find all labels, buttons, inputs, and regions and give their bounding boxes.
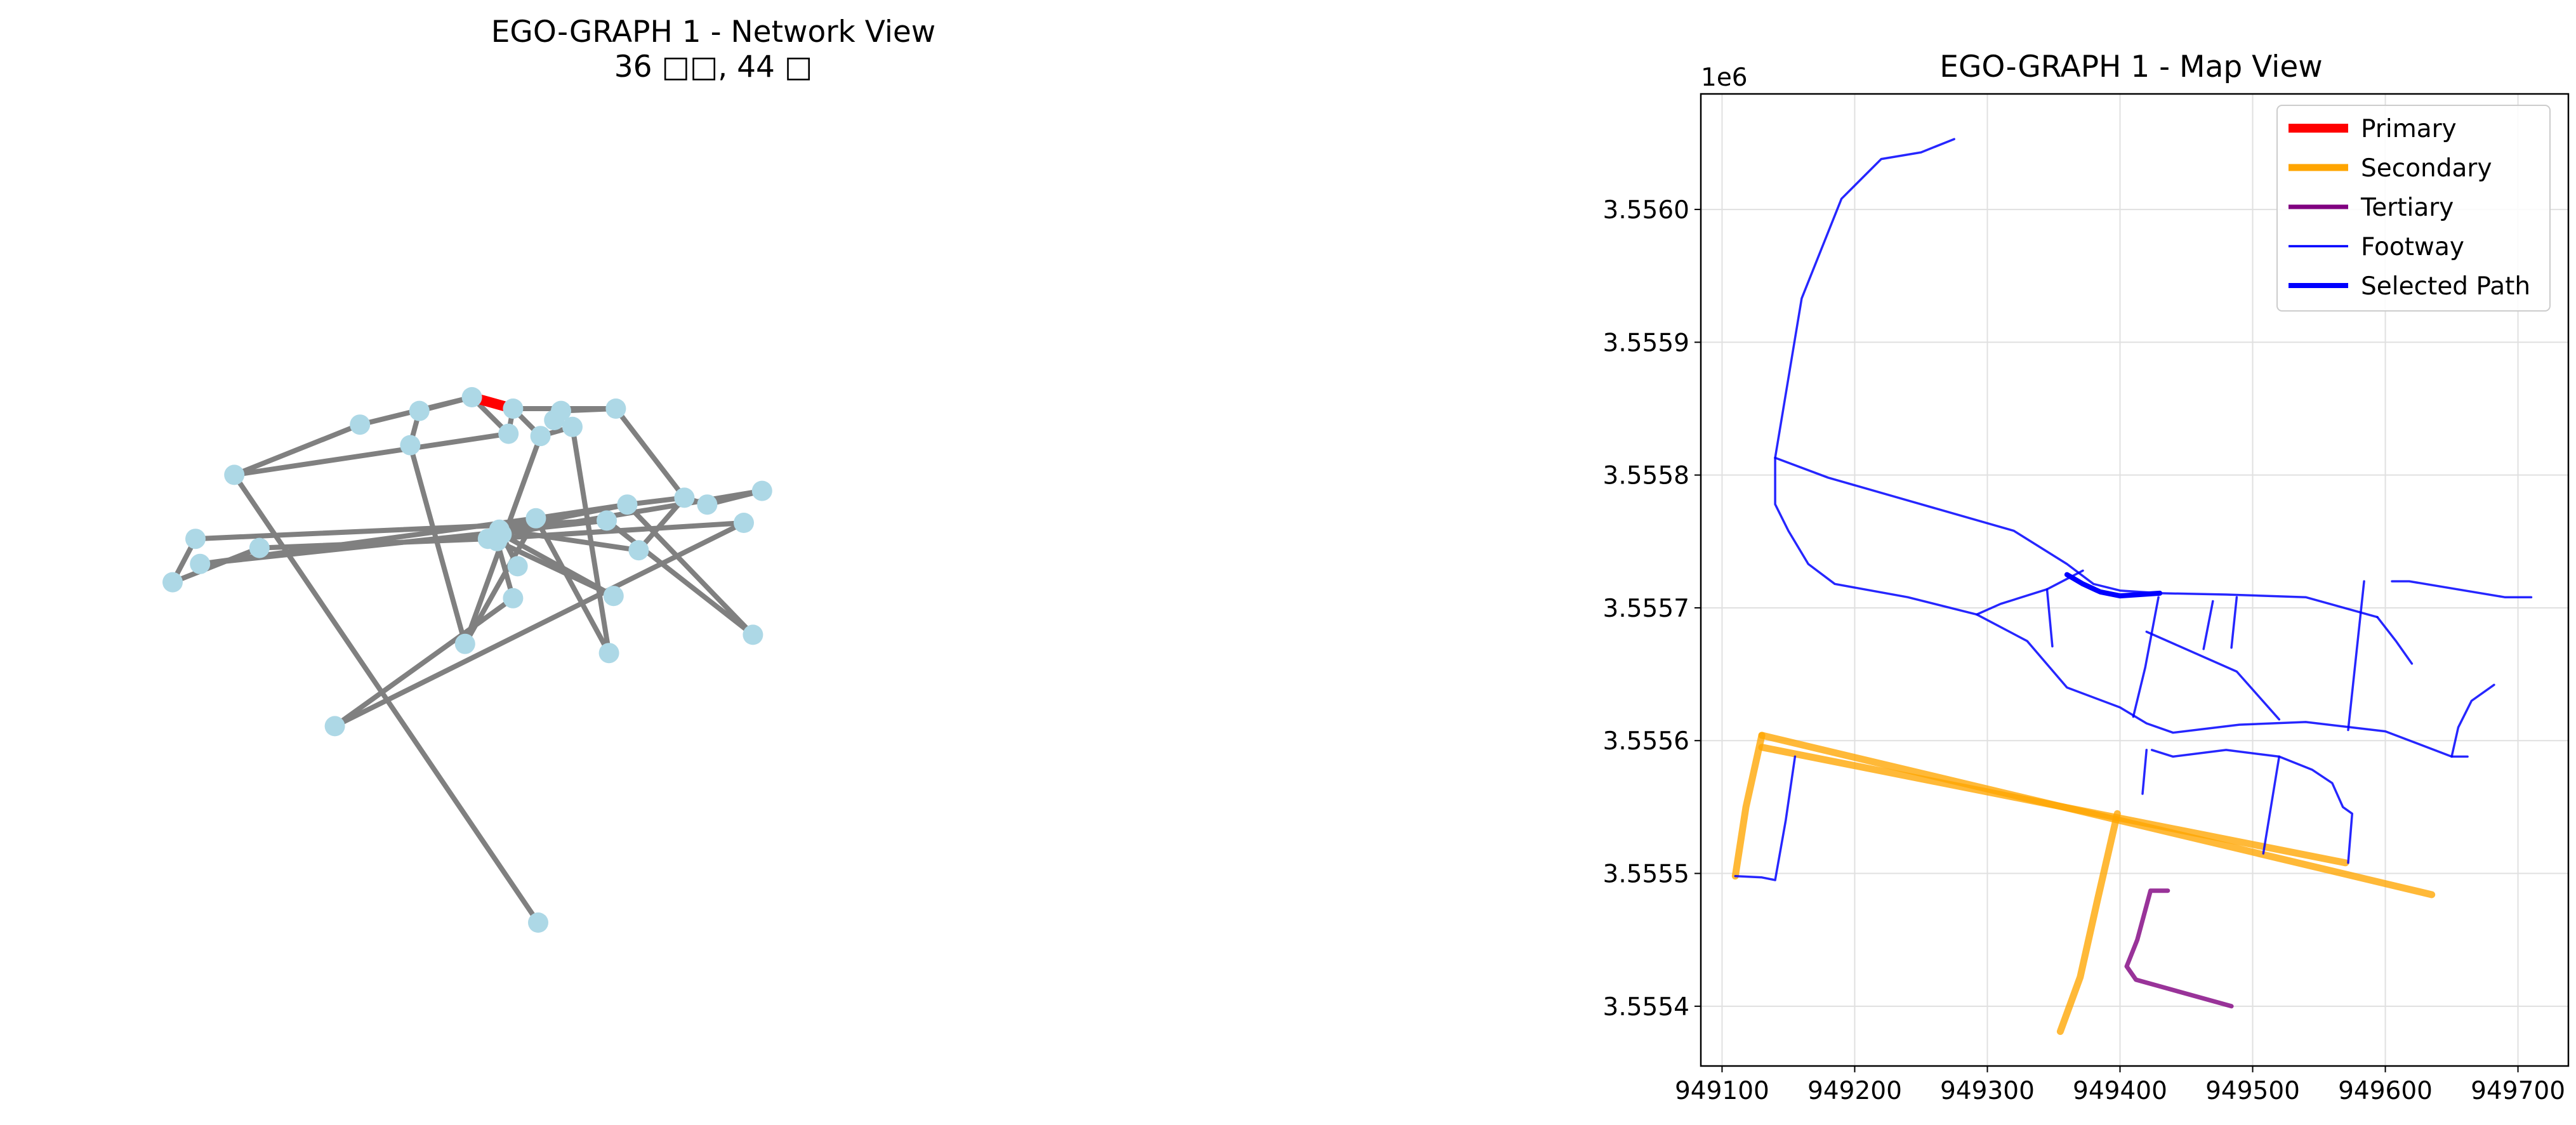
network-node — [617, 494, 638, 515]
network-node — [489, 519, 510, 540]
footway-line — [2045, 588, 2054, 648]
x-tick-label: 949700 — [2471, 1077, 2565, 1105]
x-tick-label: 949200 — [1807, 1077, 1902, 1105]
map-ticks: 949100 949200 949300 949400 949500 949600 9497… — [1603, 196, 2565, 1105]
selected-path-line — [2064, 572, 2163, 599]
x-tick-label: 949500 — [2205, 1077, 2300, 1105]
y-tick-label: 3.5560 — [1603, 196, 1689, 225]
secondary-line — [1731, 732, 1766, 880]
y-tick-label: 3.5557 — [1603, 595, 1689, 623]
network-edges — [170, 392, 765, 925]
footway-line — [2202, 600, 2214, 650]
map-axes-frame — [1700, 93, 2570, 1067]
network-node — [162, 572, 183, 593]
network-edge — [170, 545, 262, 585]
network-edge — [624, 502, 756, 638]
tertiary-line — [2124, 888, 2234, 1009]
footway-line — [2150, 749, 2354, 864]
y-tick-label: 3.5559 — [1603, 329, 1689, 357]
footway-line — [2141, 749, 2148, 795]
map-title: EGO-GRAPH 1 - Map View — [1939, 49, 2322, 84]
x-tick-label: 949100 — [1675, 1077, 1769, 1105]
network-edge — [496, 527, 642, 553]
network-node — [498, 423, 519, 444]
network-node — [503, 588, 524, 609]
network-node — [597, 510, 617, 531]
network-edge — [604, 518, 756, 638]
footway-line — [2450, 683, 2495, 758]
network-node — [525, 508, 546, 529]
network-edge — [332, 520, 746, 729]
network-node — [224, 464, 245, 485]
footway-line — [2132, 596, 2160, 718]
network-node — [603, 586, 624, 607]
footway-line — [1774, 456, 2379, 619]
network-edge — [613, 406, 687, 501]
map-legend: Primary Secondary Tertiary Footway Selected … — [2276, 105, 2551, 312]
y-tick-label: 3.5558 — [1603, 462, 1689, 490]
footway-line — [2391, 580, 2533, 598]
network-edge — [332, 595, 516, 729]
footway-line — [1976, 569, 2084, 616]
network-node — [507, 556, 528, 577]
map-lines — [1731, 138, 2533, 1036]
legend-label: Selected Path — [2361, 272, 2530, 301]
legend-box — [2276, 105, 2551, 312]
x-tick-label: 949300 — [1940, 1077, 2035, 1105]
network-node — [461, 387, 482, 407]
network-node — [551, 400, 571, 421]
network-node — [185, 529, 206, 549]
legend-label: Footway — [2361, 233, 2464, 261]
footway-line — [1734, 755, 1797, 881]
network-node — [734, 513, 754, 533]
secondary-line — [1758, 744, 2349, 867]
network-edge — [570, 424, 612, 656]
network-edge — [232, 431, 512, 478]
legend-label: Tertiary — [2360, 194, 2454, 222]
footway-line — [2347, 580, 2365, 732]
network-node — [400, 435, 421, 456]
network-node — [697, 494, 718, 515]
legend-label: Secondary — [2361, 154, 2492, 183]
footway-line — [2145, 630, 2281, 721]
network-node — [454, 633, 475, 654]
network-node — [628, 540, 649, 561]
network-node — [674, 487, 695, 508]
footway-line — [2376, 615, 2414, 665]
network-node — [190, 553, 211, 574]
network-node — [503, 398, 524, 419]
footway-line — [1774, 138, 1955, 459]
network-node — [751, 480, 772, 501]
x-tick-label: 949400 — [2073, 1077, 2167, 1105]
network-edge — [232, 422, 363, 478]
network-edge — [533, 515, 612, 656]
x-tick-label: 949600 — [2338, 1077, 2433, 1105]
network-node — [530, 426, 551, 447]
y-tick-label: 3.5555 — [1603, 860, 1689, 889]
y-tick-label: 3.5554 — [1603, 993, 1689, 1022]
network-node — [605, 398, 626, 419]
network-node — [324, 716, 345, 737]
network-node — [562, 416, 583, 437]
network-edge — [496, 502, 630, 532]
y-offset-label: 1e6 — [1701, 63, 1748, 92]
network-node — [598, 643, 619, 664]
network-title: EGO-GRAPH 1 - Network View — [491, 15, 936, 49]
footway-line — [2262, 755, 2281, 855]
network-node — [249, 537, 270, 558]
network-subtitle: 36 □□, 44 □ — [614, 49, 813, 84]
network-node — [350, 414, 371, 435]
footway-line — [1774, 456, 2469, 758]
network-edge — [407, 442, 468, 647]
network-node — [528, 912, 548, 933]
network-nodes — [162, 387, 772, 933]
secondary-line — [2056, 810, 2121, 1036]
y-tick-label: 3.5556 — [1603, 727, 1689, 756]
network-node — [743, 624, 763, 645]
footway-line — [2230, 596, 2238, 649]
network-node — [409, 400, 430, 421]
network-edge — [499, 532, 616, 599]
legend-label: Primary — [2361, 115, 2457, 143]
